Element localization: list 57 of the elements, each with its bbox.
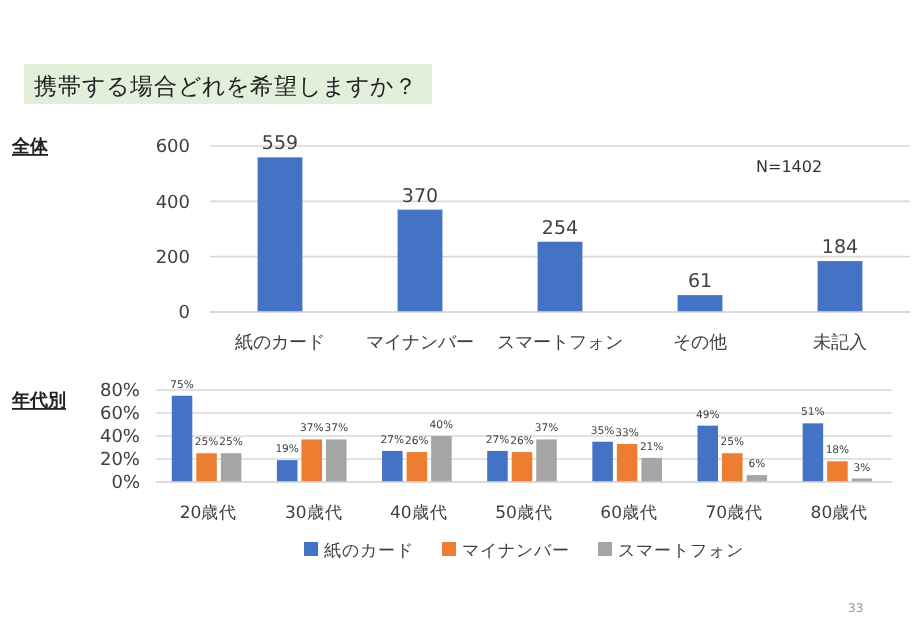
bar <box>511 452 533 482</box>
data-label: 184 <box>821 237 859 260</box>
bar <box>257 157 303 312</box>
bar <box>325 439 347 482</box>
bar <box>641 457 662 482</box>
bar <box>406 452 428 482</box>
y-tick-label: 60% <box>99 405 141 426</box>
y-tick-label: 400 <box>155 193 191 214</box>
bar <box>536 439 557 482</box>
y-tick-label: 0 <box>178 304 191 325</box>
y-tick-label: 40% <box>99 428 141 449</box>
x-tick-label: 60歳代 <box>600 502 658 524</box>
x-tick-label: 20歳代 <box>179 502 238 524</box>
data-label: 370 <box>401 185 439 208</box>
data-label: 254 <box>541 217 579 240</box>
bar <box>697 425 719 482</box>
bar <box>171 395 193 482</box>
text: 全体 <box>10 136 50 158</box>
bar <box>487 450 508 482</box>
legend-label: 紙のカード <box>324 540 414 562</box>
data-label: 559 <box>261 133 299 156</box>
bar <box>196 453 217 482</box>
bar <box>397 209 443 312</box>
x-tick-label: スマートフォン <box>497 334 623 354</box>
x-tick-label: 30歳代 <box>284 502 343 524</box>
bar <box>592 441 613 482</box>
bar <box>276 460 298 482</box>
x-tick-label: その他 <box>673 332 727 354</box>
chart-title: 年代別 <box>10 390 66 412</box>
x-tick-label: 未記入 <box>813 332 867 354</box>
x-tick-label: マイナンバー <box>366 334 474 354</box>
bar <box>431 436 452 482</box>
y-tick-label: 200 <box>155 248 191 269</box>
bar <box>677 295 723 312</box>
bar <box>827 461 848 482</box>
y-tick-label: 80% <box>99 382 141 403</box>
bar <box>817 261 863 312</box>
bar <box>722 453 743 482</box>
x-tick-label: 40歳代 <box>390 502 448 524</box>
y-tick-label: 600 <box>155 138 191 159</box>
x-tick-label: 80歳代 <box>810 502 869 524</box>
y-tick-label: 20% <box>99 451 141 472</box>
x-tick-label: 50歳代 <box>495 502 553 524</box>
y-tick-label: 0% <box>111 474 141 495</box>
x-tick-label: 紙のカード <box>235 332 325 354</box>
bar <box>802 423 824 482</box>
legend-label: マイナンバー <box>462 542 570 562</box>
annotation: N=1402 <box>756 158 823 176</box>
bar <box>616 444 638 482</box>
legend-label: スマートフォン <box>618 542 744 562</box>
x-tick-label: 70歳代 <box>705 502 764 524</box>
data-label: 61 <box>687 271 713 294</box>
bar <box>301 439 322 482</box>
bar <box>537 241 583 312</box>
chart-title: 携帯する場合どれを希望しますか？ <box>34 72 418 100</box>
bar <box>382 450 403 482</box>
bar <box>220 453 242 482</box>
